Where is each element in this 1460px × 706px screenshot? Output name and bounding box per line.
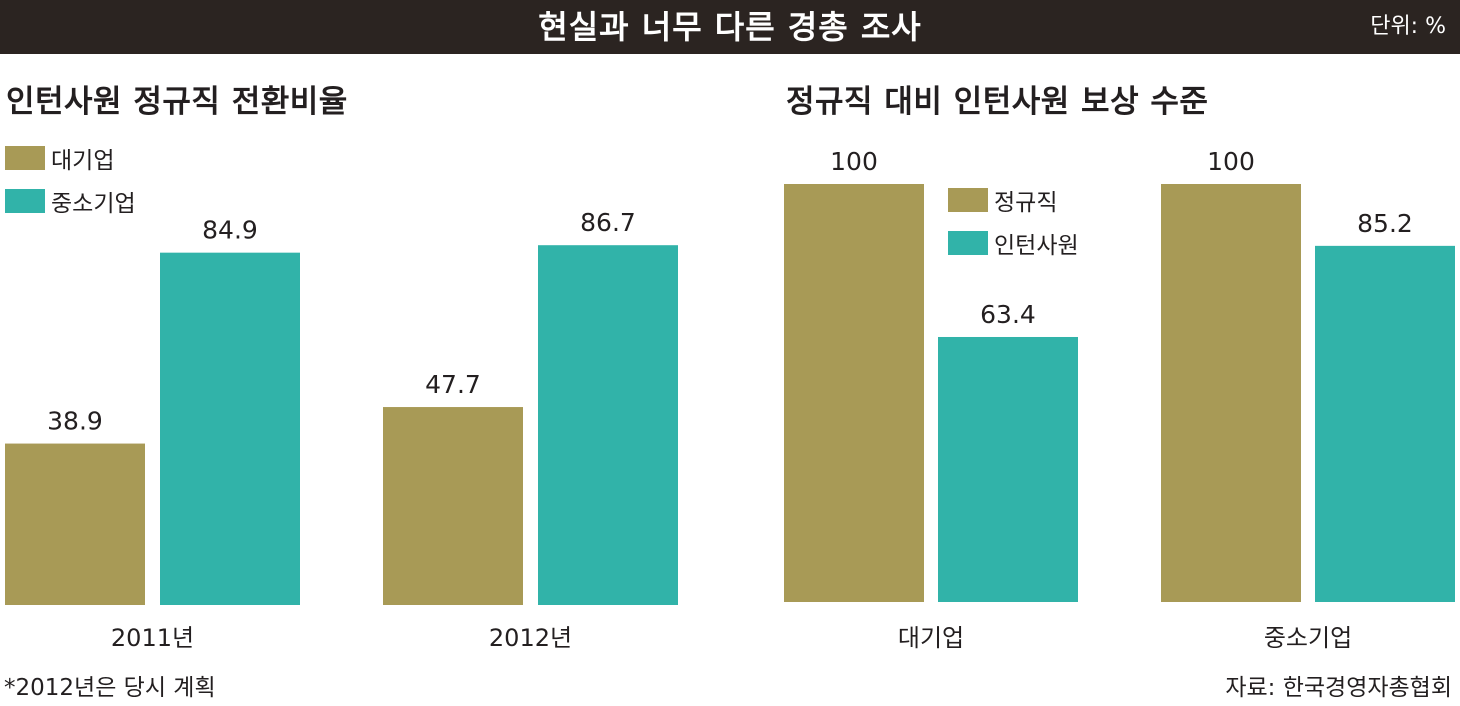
legend-item: 인턴사원 [948, 228, 1079, 259]
bar-chart-left: 38.9 84.9 2011년 47.7 86.7 2012년 [5, 208, 678, 652]
legend-item: 중소기업 [5, 186, 136, 217]
bar-gold [784, 184, 924, 602]
data-label: 85.2 [1357, 209, 1413, 238]
legend-label: 정규직 [994, 190, 1058, 216]
footnote: *2012년은 당시 계획 [4, 675, 216, 701]
data-label: 100 [830, 147, 878, 176]
bar-teal [160, 252, 300, 606]
category-label: 중소기업 [1264, 624, 1352, 652]
chart-title-left: 인턴사원 정규직 전환비율 [6, 84, 348, 120]
data-label: 100 [1207, 147, 1255, 176]
data-label: 63.4 [980, 300, 1036, 329]
legend-swatch [5, 146, 45, 170]
bar-gold [5, 443, 145, 605]
legend-right: 정규직 인턴사원 [948, 185, 1079, 271]
bar-gold [1161, 184, 1301, 602]
data-label: 47.7 [425, 370, 481, 399]
data-label: 86.7 [580, 208, 636, 237]
legend-item: 정규직 [948, 185, 1079, 216]
legend-swatch [5, 189, 45, 213]
legend-item: 대기업 [5, 143, 136, 174]
bar-teal [1315, 245, 1455, 602]
category-label: 2011년 [111, 624, 194, 652]
legend-left: 대기업 중소기업 [5, 143, 136, 229]
bar-gold [383, 407, 523, 605]
legend-swatch [948, 188, 988, 212]
legend-label: 인턴사원 [994, 233, 1079, 259]
legend-label: 중소기업 [51, 191, 136, 217]
chart-title-right: 정규직 대비 인턴사원 보상 수준 [786, 84, 1209, 120]
category-label: 2012년 [489, 624, 572, 652]
data-label: 38.9 [47, 407, 103, 436]
data-label: 84.9 [202, 216, 258, 245]
legend-swatch [948, 231, 988, 255]
header-title: 현실과 너무 다른 경총 조사 [538, 8, 922, 46]
unit-label: 단위: % [1370, 14, 1446, 39]
header-bar: 현실과 너무 다른 경총 조사 단위: % [0, 0, 1460, 54]
bar-teal [538, 245, 678, 605]
legend-label: 대기업 [51, 148, 115, 174]
bar-teal [938, 336, 1078, 602]
category-label: 대기업 [898, 624, 964, 652]
source-note: 자료: 한국경영자총협회 [1225, 675, 1452, 701]
